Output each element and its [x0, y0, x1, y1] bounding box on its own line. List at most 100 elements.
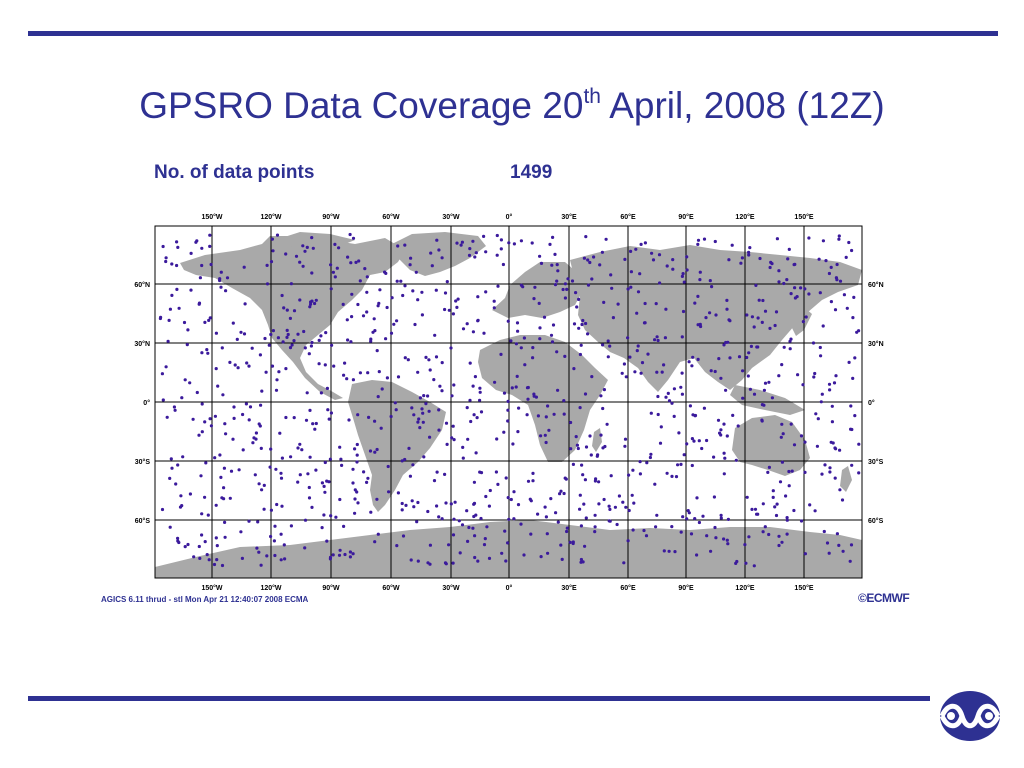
data-point — [653, 482, 657, 486]
data-point — [709, 369, 713, 373]
europe-land — [492, 262, 582, 318]
data-point — [400, 459, 404, 463]
data-point — [224, 432, 228, 436]
data-point — [401, 534, 406, 538]
lon-label-bottom: 120°E — [735, 584, 754, 592]
data-point — [688, 404, 693, 408]
lat-label-right: 30°S — [868, 458, 884, 466]
data-point — [727, 318, 731, 322]
data-point — [214, 331, 218, 335]
data-point — [643, 241, 648, 245]
data-point — [531, 346, 535, 350]
data-point — [644, 534, 649, 538]
data-point — [741, 369, 745, 373]
data-point — [454, 299, 458, 303]
data-point — [351, 236, 356, 240]
data-point — [426, 509, 430, 514]
data-point — [377, 301, 381, 305]
data-point — [777, 534, 781, 538]
data-point — [309, 300, 313, 304]
data-point — [726, 517, 731, 522]
data-point — [700, 446, 704, 451]
data-point — [219, 475, 223, 479]
data-point — [578, 406, 582, 410]
data-point — [471, 330, 475, 334]
data-point — [257, 482, 261, 486]
data-point — [310, 505, 314, 509]
data-point — [445, 442, 449, 446]
data-point — [586, 258, 590, 262]
lon-label-top: 60°W — [382, 213, 400, 221]
data-point — [161, 398, 165, 402]
data-point — [750, 315, 755, 319]
data-point — [515, 374, 519, 378]
data-point — [376, 395, 380, 399]
data-point — [179, 494, 183, 498]
data-point — [407, 446, 411, 450]
data-point — [169, 457, 173, 461]
data-point — [532, 297, 536, 301]
data-point — [623, 257, 627, 261]
data-point — [531, 479, 535, 483]
data-point — [576, 446, 580, 451]
lon-label-bottom: 0° — [506, 584, 513, 592]
data-point — [698, 278, 702, 282]
data-point — [272, 539, 276, 543]
data-point — [300, 448, 304, 452]
data-point — [447, 543, 451, 547]
data-point — [469, 419, 473, 424]
data-point — [279, 532, 283, 536]
data-point — [395, 544, 399, 548]
data-point — [763, 381, 768, 385]
data-point — [447, 308, 451, 312]
data-point — [830, 420, 835, 424]
data-point — [571, 462, 576, 466]
data-point — [663, 336, 668, 340]
data-point — [624, 375, 628, 379]
data-point — [628, 355, 632, 359]
data-point — [696, 242, 700, 246]
data-point — [529, 532, 533, 536]
data-point — [682, 453, 686, 457]
data-point — [216, 384, 220, 388]
data-point — [645, 461, 649, 465]
data-point — [365, 480, 369, 484]
data-point — [465, 322, 469, 326]
data-point — [719, 516, 723, 520]
data-point — [551, 235, 555, 239]
new-zealand-land — [840, 466, 852, 492]
data-point — [596, 453, 600, 457]
data-point — [219, 270, 223, 274]
data-point — [284, 367, 288, 371]
data-point — [276, 336, 280, 340]
data-point — [213, 456, 217, 460]
data-point — [450, 436, 454, 440]
data-point — [762, 388, 767, 392]
data-point — [785, 278, 789, 282]
data-point — [588, 260, 592, 265]
data-point — [681, 309, 686, 314]
data-point — [329, 411, 333, 415]
data-point — [285, 328, 289, 332]
data-point — [530, 241, 534, 245]
data-point — [208, 233, 212, 237]
data-point — [345, 318, 349, 322]
data-point — [632, 501, 636, 505]
data-point — [488, 488, 492, 493]
lat-label-right: 60°S — [868, 517, 884, 525]
data-point — [351, 552, 355, 556]
data-point — [829, 265, 833, 269]
data-point — [598, 263, 602, 267]
data-point — [775, 502, 779, 506]
data-point — [484, 250, 488, 254]
data-point — [502, 430, 506, 434]
data-point — [429, 251, 433, 255]
data-point — [346, 338, 350, 342]
lon-label-top: 60°E — [620, 213, 636, 221]
data-point — [546, 404, 550, 408]
data-point — [685, 517, 689, 521]
data-point — [719, 428, 723, 432]
data-point — [777, 543, 781, 548]
data-point — [471, 239, 475, 243]
data-point — [461, 445, 465, 449]
